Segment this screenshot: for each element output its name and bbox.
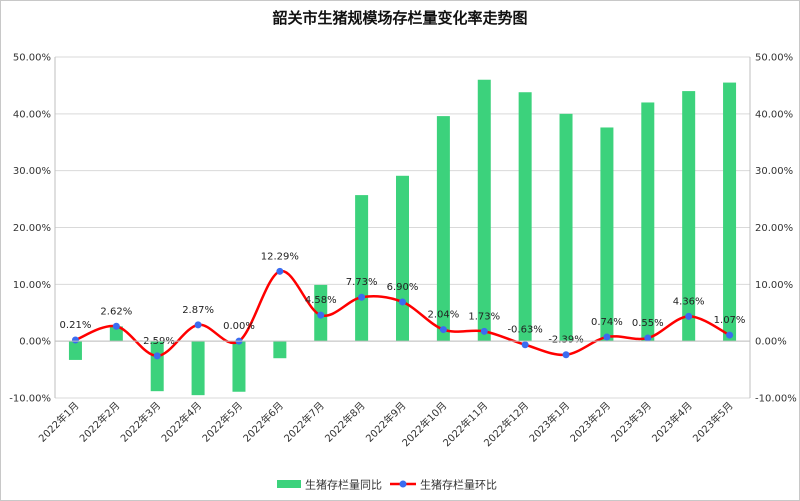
line-series: 0.21%2.62%-2.59%2.87%0.00%12.29%4.58%7.7… [60,251,746,360]
y-tick-right: 20.00% [755,223,793,234]
data-label: 2.87% [182,305,214,316]
data-label: 2.62% [100,306,132,317]
line-point [480,327,488,335]
y-tick-right: 30.00% [755,166,793,177]
line-point [562,351,570,359]
bar [559,113,573,342]
data-label: 12.29% [261,251,299,262]
legend-label-bar: 生猪存栏量同比 [305,478,382,492]
x-tick: 2022年8月 [322,399,368,445]
line-point [521,341,529,349]
x-tick: 2022年9月 [363,399,409,445]
y-tick-left: -10.00% [9,394,51,405]
bar [436,116,450,342]
line-point [276,267,284,275]
data-label: 2.04% [427,310,459,321]
data-label: -2.39% [548,335,583,346]
data-label: 0.21% [60,320,92,331]
data-label: 0.74% [591,317,623,328]
y-tick-right: 50.00% [755,53,793,64]
y-tick-left: 30.00% [13,166,51,177]
y-tick-right: 40.00% [755,109,793,120]
legend-marker [399,480,407,488]
bar [150,341,164,392]
data-label: -0.63% [507,325,542,336]
bar [600,127,614,342]
chart-title: 韶关市生猪规模场存栏量变化率走势图 [272,9,527,27]
x-tick: 2022年6月 [240,399,286,445]
bar [477,79,491,342]
legend-swatch-bar [277,480,301,488]
y-tick-right: -10.00% [755,394,797,405]
line-point [644,334,652,342]
bar [723,82,737,342]
data-label: 4.58% [305,295,337,306]
bar [641,102,655,342]
line-point [685,312,693,320]
data-label: 1.73% [468,311,500,322]
data-label: 7.73% [346,277,378,288]
bar [68,341,82,360]
data-label: 0.00% [223,321,255,332]
bar [109,326,123,342]
x-tick: 2022年4月 [158,399,204,445]
x-tick: 2023年2月 [567,399,613,445]
bar [396,175,409,342]
line-point [71,336,79,344]
y-tick-right: 10.00% [755,280,793,291]
line-point [358,293,366,301]
x-tick: 2023年3月 [608,399,654,445]
data-label: 1.07% [714,315,746,326]
legend-label-line: 生猪存栏量环比 [420,478,497,492]
y-tick-left: 50.00% [13,53,51,64]
bar [682,91,696,342]
data-label: 4.36% [673,296,705,307]
bar [518,92,532,342]
line-point [153,352,161,360]
x-tick: 2022年5月 [199,399,245,445]
y-tick-left: 20.00% [13,223,51,234]
legend: 生猪存栏量同比 生猪存栏量环比 [277,478,497,492]
x-tick: 2022年2月 [77,399,123,445]
x-tick: 2022年3月 [117,399,163,445]
line-point [399,298,406,306]
bar-series [68,79,737,396]
bar [191,341,205,396]
x-tick: 2023年4月 [649,399,695,445]
line-point [603,333,611,341]
bar [355,195,369,342]
line-point [317,311,325,319]
x-tick: 2023年5月 [690,399,736,445]
y-tick-left: 0.00% [19,337,51,348]
x-tick: 2022年1月 [36,399,82,445]
line-point [194,321,202,329]
data-label: 6.90% [387,282,419,293]
data-label: 0.55% [632,318,664,329]
line-point [726,331,734,339]
y-tick-left: 40.00% [13,109,51,120]
x-tick: 2023年1月 [526,399,572,445]
line-point [112,322,120,330]
y-tick-right: 0.00% [755,337,787,348]
bar [232,341,246,392]
x-tick: 2022年7月 [281,399,327,445]
y-tick-left: 10.00% [13,280,51,291]
bar [273,341,287,359]
line-point [439,326,447,334]
